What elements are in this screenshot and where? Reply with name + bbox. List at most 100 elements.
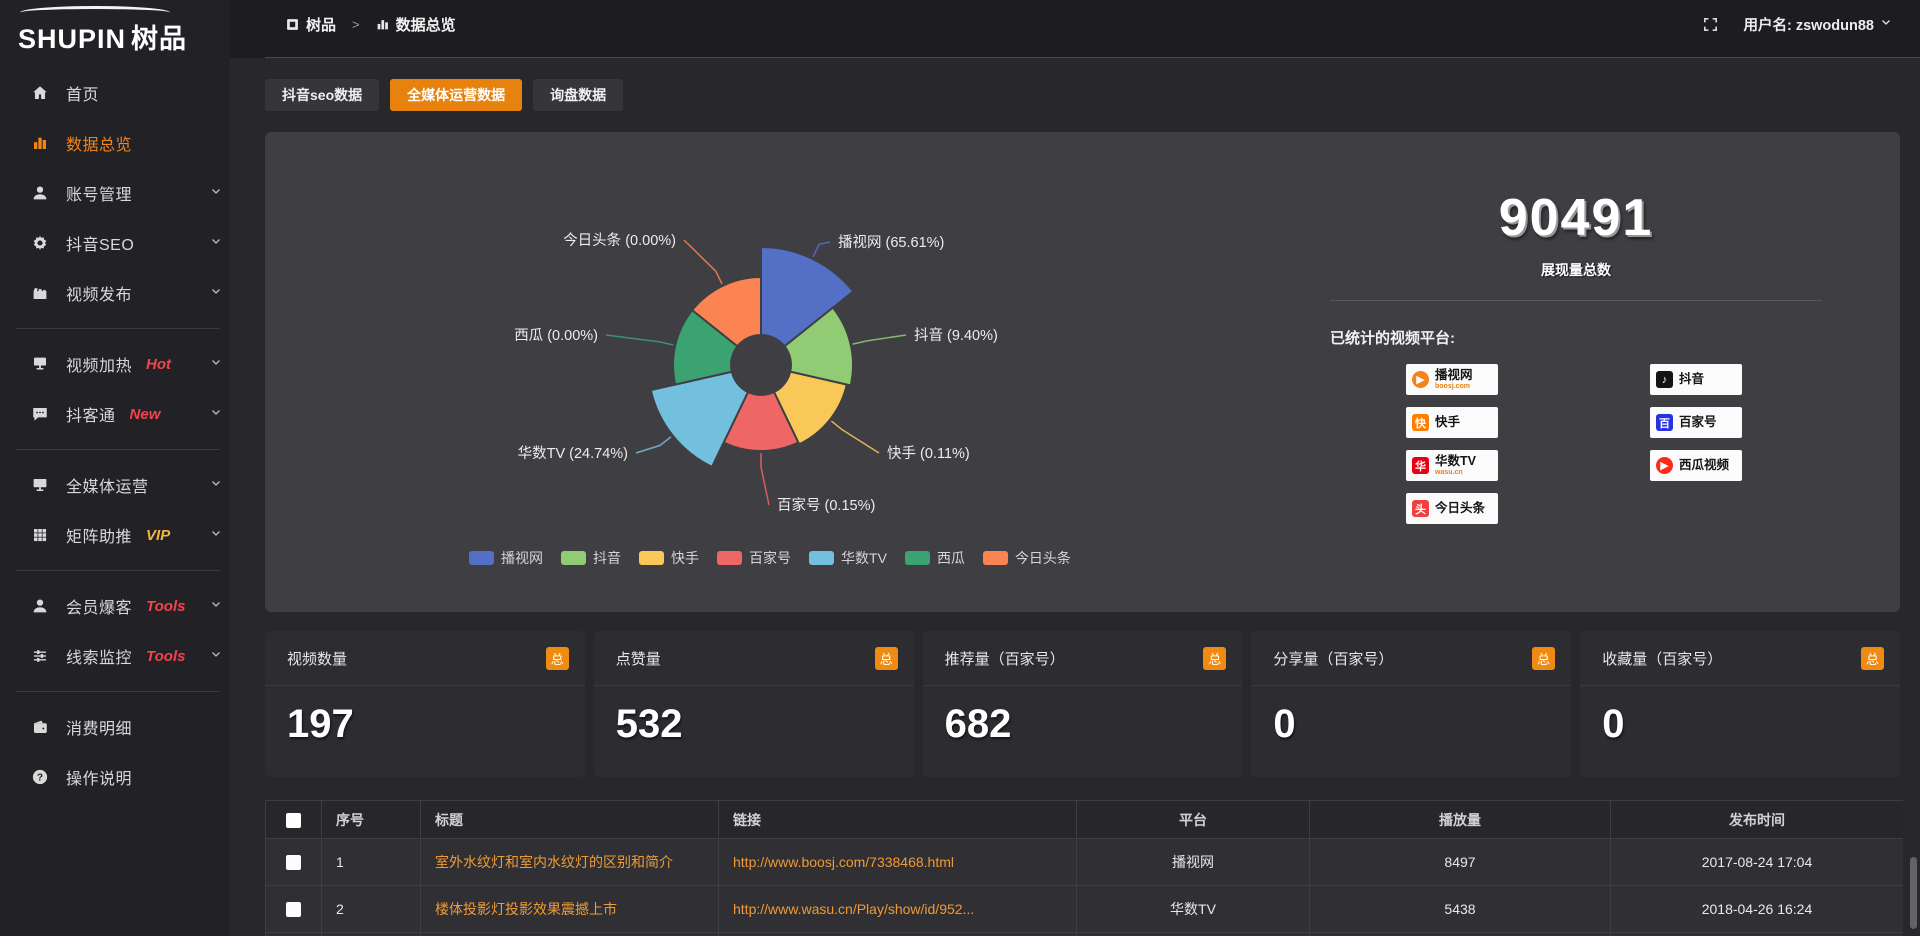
video-title-link[interactable]: 楼体投影灯投影效果震撼上市 [435, 901, 617, 917]
row-checkbox[interactable] [286, 855, 301, 871]
vertical-scrollbar-thumb[interactable] [1910, 857, 1917, 929]
sidebar-item-user2[interactable]: 会员爆客 Tools [0, 581, 230, 631]
row-checkbox-cell [265, 885, 322, 933]
chevron-down-icon [210, 405, 222, 423]
stat-card-value: 532 [615, 702, 683, 746]
label-leader-line [812, 241, 831, 258]
stat-card-label: 推荐量（百家号） [944, 650, 1065, 668]
chevron-down-icon [210, 184, 222, 202]
slice-label: 华数TV (24.74%) [518, 445, 628, 462]
stat-card: 点赞量 总 532 [593, 631, 914, 777]
tab-0[interactable]: 抖音seo数据 [265, 79, 380, 111]
main-content: 抖音seo数据 全媒体运营数据 询盘数据 播视网 (65.61%) 抖音 (9.40%… [230, 58, 1920, 936]
sidebar-item-tag: Tools [146, 597, 186, 615]
chevron-down-icon [210, 526, 222, 544]
chevron-down-icon [210, 234, 222, 252]
sidebar-item-chat[interactable]: 抖客通 New [0, 389, 230, 439]
platform-logo-icon: ▶ [1412, 371, 1429, 388]
cell-title: 楼体投影灯投影效果震撼上市 [420, 885, 719, 933]
stat-card-value: 682 [944, 702, 1012, 746]
user-icon [30, 183, 50, 203]
stat-cards: 视频数量总 197 点赞量总 532 推荐量（百家号）总 682 分享量（百家号）总 0 收藏量… [265, 631, 1900, 777]
fullscreen-icon[interactable] [1702, 16, 1719, 33]
cell-index: 1 [321, 838, 421, 886]
legend-label: 抖音 [593, 550, 622, 566]
sidebar-item-gear[interactable]: 抖音SEO [0, 218, 230, 268]
cell-link: http://www.boosj.com/7338468.html [718, 838, 1077, 886]
header-plays: 播放量 [1309, 800, 1611, 839]
sidebar-item-grid[interactable]: 矩阵助推 VIP [0, 510, 230, 560]
sidebar-item-home[interactable]: 首页 [0, 68, 230, 118]
rose-slice-0[interactable] [760, 245, 855, 348]
sidebar-item-monitor[interactable]: 全媒体运营 [0, 460, 230, 510]
sidebar-item-label: 消费明细 [66, 721, 133, 738]
stat-card-value: 197 [287, 702, 354, 746]
stat-card-label: 收藏量（百家号） [1602, 650, 1723, 668]
legend-item[interactable]: 播视网 [469, 548, 543, 568]
legend-item[interactable]: 抖音 [561, 548, 621, 568]
legend-item[interactable]: 今日头条 [982, 548, 1071, 568]
breadcrumb-separator: > [352, 16, 360, 32]
bars-icon [30, 133, 50, 153]
slice-label: 快手 (0.11%) [887, 445, 970, 462]
cell-date: 2018-04-26 16:24 [1610, 885, 1903, 933]
video-title-link[interactable]: 室外水纹灯和室内水纹灯的区别和简介 [435, 854, 673, 870]
select-all-checkbox[interactable] [286, 812, 301, 828]
cell-title: 室外水纹灯和室内水纹灯的区别和简介 [420, 838, 719, 886]
sidebar-item-wallet[interactable]: 消费明细 [0, 702, 230, 752]
slice-label: 今日头条 (0.00%) [563, 232, 676, 249]
video-url-link[interactable]: http://www.boosj.com/7338468.html [733, 854, 955, 870]
legend-item[interactable]: 西瓜 [904, 548, 965, 568]
platform-badge: 百百家号 [1650, 407, 1742, 438]
sidebar-item-bars[interactable]: 数据总览 [0, 118, 230, 168]
sidebar-item-label: 抖客通 [66, 408, 116, 425]
platform-logo-icon: 头 [1412, 500, 1429, 517]
label-leader-line [683, 239, 723, 285]
logo-en: SHUPIN [18, 24, 127, 54]
sidebar-item-question[interactable]: ? 操作说明 [0, 752, 230, 802]
gear-icon [30, 233, 50, 253]
rose-slice-4[interactable] [649, 370, 750, 469]
stat-card-value: 0 [1273, 702, 1296, 746]
row-checkbox[interactable] [286, 902, 301, 918]
username-label[interactable]: 用户名: zswodun88 [1743, 17, 1874, 34]
topbar: 树品 > 数据总览 用户名: zswodun88 [230, 0, 1920, 58]
legend-item[interactable]: 华数TV [809, 548, 887, 568]
sidebar-item-tag: Tools [146, 647, 186, 665]
legend-label: 西瓜 [936, 550, 965, 566]
sidebar-item-label: 全媒体运营 [66, 479, 149, 496]
sidebar-item-heat[interactable]: 视频加热 Hot [0, 339, 230, 389]
cell-plays: 8497 [1309, 838, 1611, 886]
cell-plays: 5438 [1309, 885, 1611, 933]
sidebar-item-sliders[interactable]: 线索监控 Tools [0, 631, 230, 681]
rose-slice-1[interactable] [783, 306, 854, 387]
table-row: 1 室外水纹灯和室内水纹灯的区别和简介 http://www.boosj.com/7… [265, 838, 1903, 886]
sidebar-item-tag: Hot [146, 355, 172, 373]
user2-icon [30, 596, 50, 616]
tab-1[interactable]: 全媒体运营数据 [390, 79, 523, 111]
sidebar-item-label: 线索监控 [66, 650, 133, 667]
platform-badge: ▶ 西瓜视频 [1650, 450, 1742, 481]
slice-label: 西瓜 (0.00%) [514, 328, 598, 344]
chevron-down-icon [210, 355, 222, 373]
sidebar-item-tag: New [129, 405, 161, 423]
stat-card-label: 点赞量 [615, 650, 661, 668]
cell-platform: 华数TV [1076, 885, 1310, 933]
logo-text: SHUPIN 树品 [18, 17, 230, 56]
rose-slice-5[interactable] [672, 308, 739, 386]
sidebar-item-label: 首页 [66, 87, 100, 104]
breadcrumb-root[interactable]: 树品 [306, 16, 337, 34]
sidebar-item-user[interactable]: 账号管理 [0, 168, 230, 218]
legend-item[interactable]: 快手 [639, 548, 699, 568]
user-chevron-down-icon[interactable] [1880, 15, 1892, 33]
rose-slice-2[interactable] [772, 370, 848, 446]
rose-slice-6[interactable] [690, 275, 762, 348]
home-icon [30, 83, 50, 103]
sidebar-item-label: 视频加热 [66, 358, 133, 375]
video-url-link[interactable]: http://www.wasu.cn/Play/show/id/952... [733, 901, 975, 917]
sidebar-item-clapper[interactable]: 视频发布 [0, 268, 230, 318]
breadcrumb-current: 数据总览 [395, 16, 456, 34]
sidebar-item-label: 操作说明 [66, 771, 133, 788]
legend-item[interactable]: 百家号 [717, 548, 791, 568]
tab-2[interactable]: 询盘数据 [533, 79, 624, 111]
